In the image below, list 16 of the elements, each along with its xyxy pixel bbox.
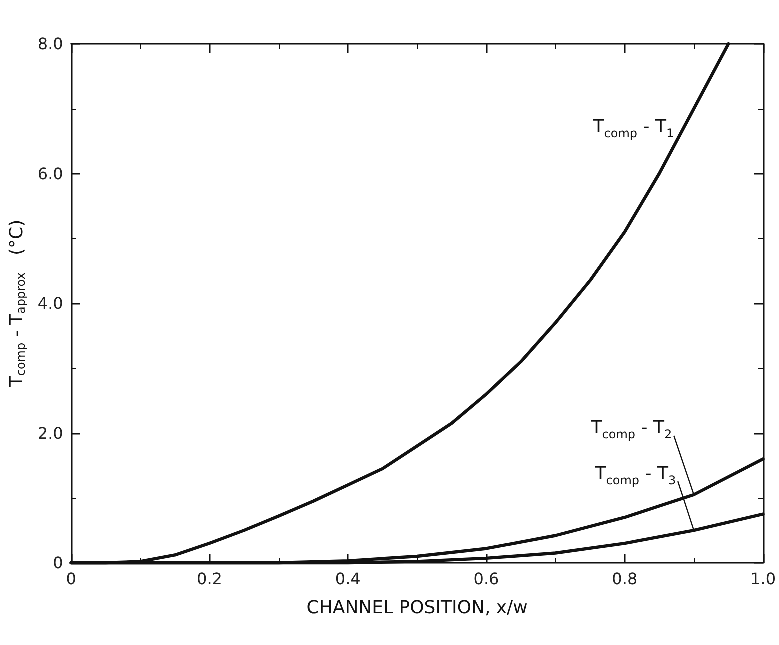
y-tick-label: 2.0 [38, 424, 64, 443]
x-tick-label: 1.0 [750, 570, 776, 588]
x-tick-label: 0 [66, 570, 76, 588]
x-axis-title: CHANNEL POSITION, x/w [306, 598, 528, 618]
x-tick-label: 0.4 [335, 570, 361, 588]
x-tick-label: 0.8 [612, 570, 638, 588]
x-tick-label: 0.2 [197, 570, 222, 588]
y-tick-label: 8.0 [38, 34, 64, 54]
text: Tcomp - Tapprox (°C) [6, 220, 28, 388]
text: T$_{comp}$ - T$_{3}$ [595, 463, 676, 487]
y-tick-label: 0 [53, 554, 64, 572]
y-tick-label: 6.0 [38, 164, 64, 184]
y-tick-label: 4.0 [38, 294, 64, 313]
series-label: T$_{comp}$ - T$_{1}$ [593, 116, 674, 140]
text: T$_{comp}$ - T$_{2}$ [591, 418, 672, 442]
x-tick-label: 0.6 [474, 570, 500, 588]
